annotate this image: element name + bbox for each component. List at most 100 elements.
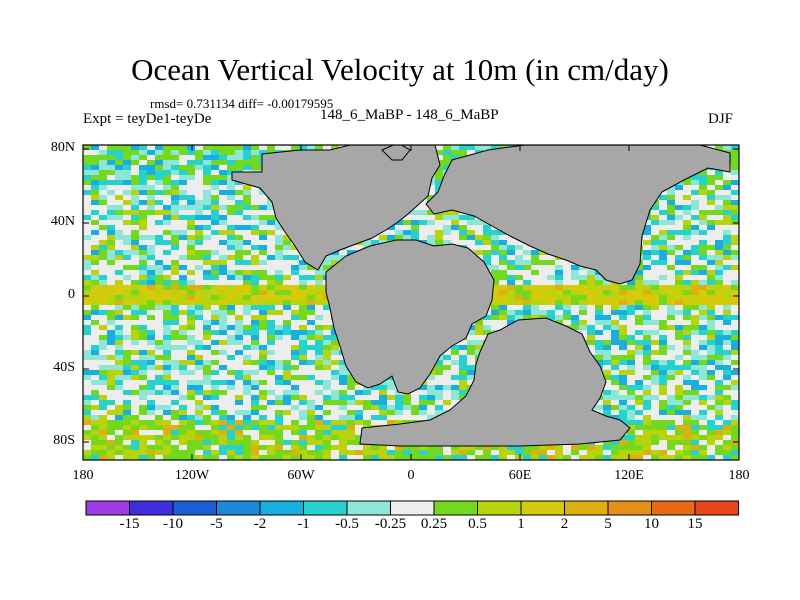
field-cell xyxy=(227,295,236,301)
field-cell xyxy=(643,345,652,351)
field-cell xyxy=(139,170,148,176)
field-cell xyxy=(507,295,516,301)
field-cell xyxy=(115,340,124,346)
field-cell xyxy=(83,180,92,186)
field-cell xyxy=(347,385,356,391)
field-cell xyxy=(659,255,668,261)
field-cell xyxy=(171,145,180,151)
field-cell xyxy=(91,150,100,156)
field-cell xyxy=(419,220,428,226)
field-cell xyxy=(91,175,100,181)
field-cell xyxy=(219,290,228,296)
field-cell xyxy=(123,380,132,386)
field-cell xyxy=(715,365,724,371)
field-cell xyxy=(227,405,236,411)
field-cell xyxy=(211,185,220,191)
field-cell xyxy=(147,370,156,376)
field-cell xyxy=(635,445,644,451)
field-cell xyxy=(667,210,676,216)
field-cell xyxy=(123,360,132,366)
field-cell xyxy=(371,385,380,391)
field-cell xyxy=(115,165,124,171)
field-cell xyxy=(523,310,532,316)
field-cell xyxy=(715,410,724,416)
field-cell xyxy=(691,215,700,221)
field-cell xyxy=(267,260,276,266)
field-cell xyxy=(467,375,476,381)
field-cell xyxy=(675,390,684,396)
field-cell xyxy=(259,225,268,231)
field-cell xyxy=(211,430,220,436)
field-cell xyxy=(427,390,436,396)
field-cell xyxy=(323,395,332,401)
field-cell xyxy=(99,370,108,376)
field-cell xyxy=(731,355,739,361)
field-cell xyxy=(243,205,252,211)
field-cell xyxy=(315,345,324,351)
field-cell xyxy=(459,380,468,386)
field-cell xyxy=(683,390,692,396)
field-cell xyxy=(659,350,668,356)
field-cell xyxy=(603,335,612,341)
field-cell xyxy=(643,280,652,286)
field-cell xyxy=(123,255,132,261)
field-cell xyxy=(691,425,700,431)
field-cell xyxy=(427,190,436,196)
field-cell xyxy=(243,285,252,291)
field-cell xyxy=(211,240,220,246)
field-cell xyxy=(443,360,452,366)
field-cell xyxy=(331,260,340,266)
field-cell xyxy=(299,430,308,436)
field-cell xyxy=(115,315,124,321)
field-cell xyxy=(699,300,708,306)
field-cell xyxy=(707,400,716,406)
field-cell xyxy=(147,440,156,446)
field-cell xyxy=(91,400,100,406)
field-cell xyxy=(171,250,180,256)
field-cell xyxy=(491,255,500,261)
field-cell xyxy=(171,285,180,291)
field-cell xyxy=(699,325,708,331)
field-cell xyxy=(667,345,676,351)
field-cell xyxy=(499,265,508,271)
field-cell xyxy=(603,385,612,391)
field-cell xyxy=(427,220,436,226)
field-cell xyxy=(635,340,644,346)
field-cell xyxy=(139,385,148,391)
field-cell xyxy=(171,240,180,246)
field-cell xyxy=(275,265,284,271)
field-cell xyxy=(643,295,652,301)
field-cell xyxy=(307,405,316,411)
field-cell xyxy=(203,320,212,326)
field-cell xyxy=(147,405,156,411)
field-cell xyxy=(691,235,700,241)
field-cell xyxy=(323,320,332,326)
field-cell xyxy=(107,240,116,246)
field-cell xyxy=(451,345,460,351)
field-cell xyxy=(699,310,708,316)
field-cell xyxy=(99,165,108,171)
field-cell xyxy=(267,285,276,291)
field-cell xyxy=(251,425,260,431)
field-cell xyxy=(675,195,684,201)
field-cell xyxy=(675,285,684,291)
field-cell xyxy=(251,225,260,231)
field-cell xyxy=(491,230,500,236)
field-cell xyxy=(243,220,252,226)
field-cell xyxy=(203,150,212,156)
field-cell xyxy=(723,245,732,251)
field-cell xyxy=(691,370,700,376)
field-cell xyxy=(171,415,180,421)
field-cell xyxy=(131,270,140,276)
field-cell xyxy=(259,255,268,261)
field-cell xyxy=(115,405,124,411)
field-cell xyxy=(531,265,540,271)
field-cell xyxy=(699,170,708,176)
field-cell xyxy=(123,430,132,436)
field-cell xyxy=(435,235,444,241)
field-cell xyxy=(659,260,668,266)
field-cell xyxy=(619,355,628,361)
field-cell xyxy=(563,320,572,326)
field-cell xyxy=(315,315,324,321)
field-cell xyxy=(307,355,316,361)
